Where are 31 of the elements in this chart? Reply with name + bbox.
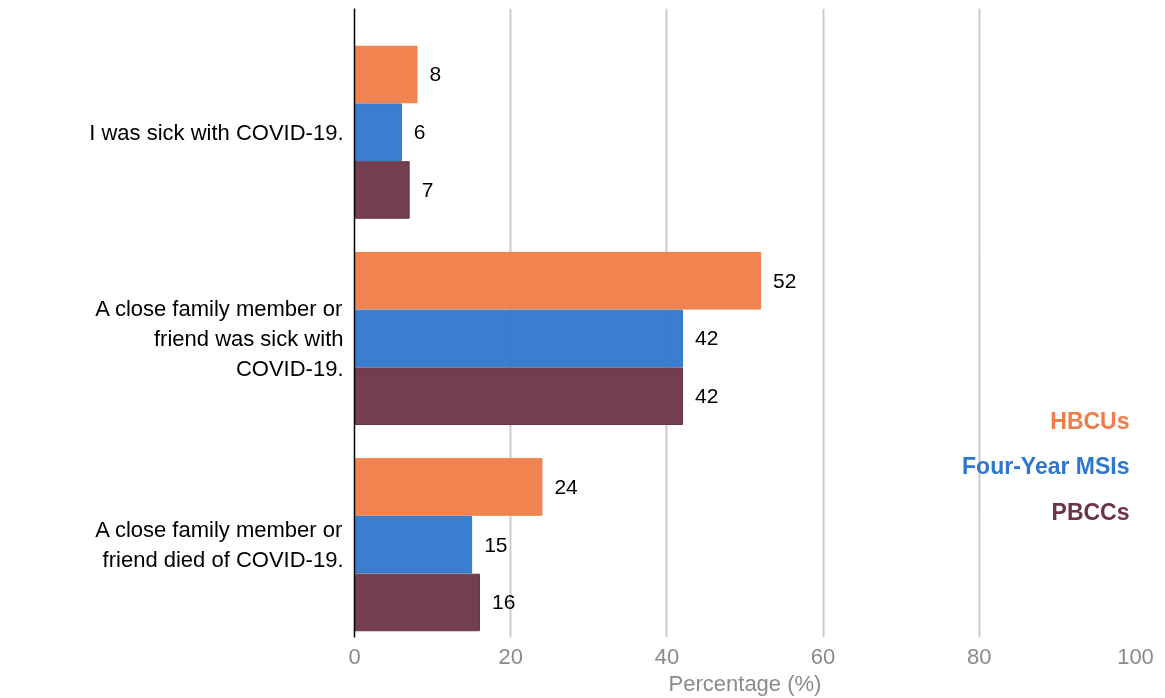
bar [354,515,473,574]
data-label: 16 [491,590,516,614]
bar [354,367,684,426]
text: HBCUs [1050,407,1130,434]
data-label: 6 [413,120,426,144]
data-label: 24 [554,474,579,498]
x-tick-label: 40 [654,643,680,669]
bar [354,251,762,310]
text: PBCCs [1051,498,1130,525]
bar [354,103,402,162]
x-axis-title: Percentage (%) [668,670,822,696]
x-tick-label: 80 [967,643,992,669]
data-label: 52 [773,268,797,292]
text: Four-Year MSIs [962,453,1130,480]
bar [354,309,684,368]
x-tick-label: 60 [810,643,836,669]
y-tick-label: A close family member or friend died of COVID-19. [95,517,344,573]
bar [354,458,543,516]
x-tick-label: 0 [348,643,361,669]
bar [354,161,410,219]
data-label: 42 [695,326,719,350]
y-tick-label: I was sick with COVID-19. [89,119,344,145]
data-label: 42 [695,384,719,408]
x-tick-label: 100 [1117,643,1154,669]
y-tick-label: A close family member or friend was sick with COVID-19. [95,295,344,381]
data-label: 15 [484,532,508,556]
x-tick-label: 20 [498,643,523,669]
bar [354,45,418,104]
data-label: 8 [429,62,442,86]
data-label: 7 [421,177,434,201]
bar [354,573,480,632]
